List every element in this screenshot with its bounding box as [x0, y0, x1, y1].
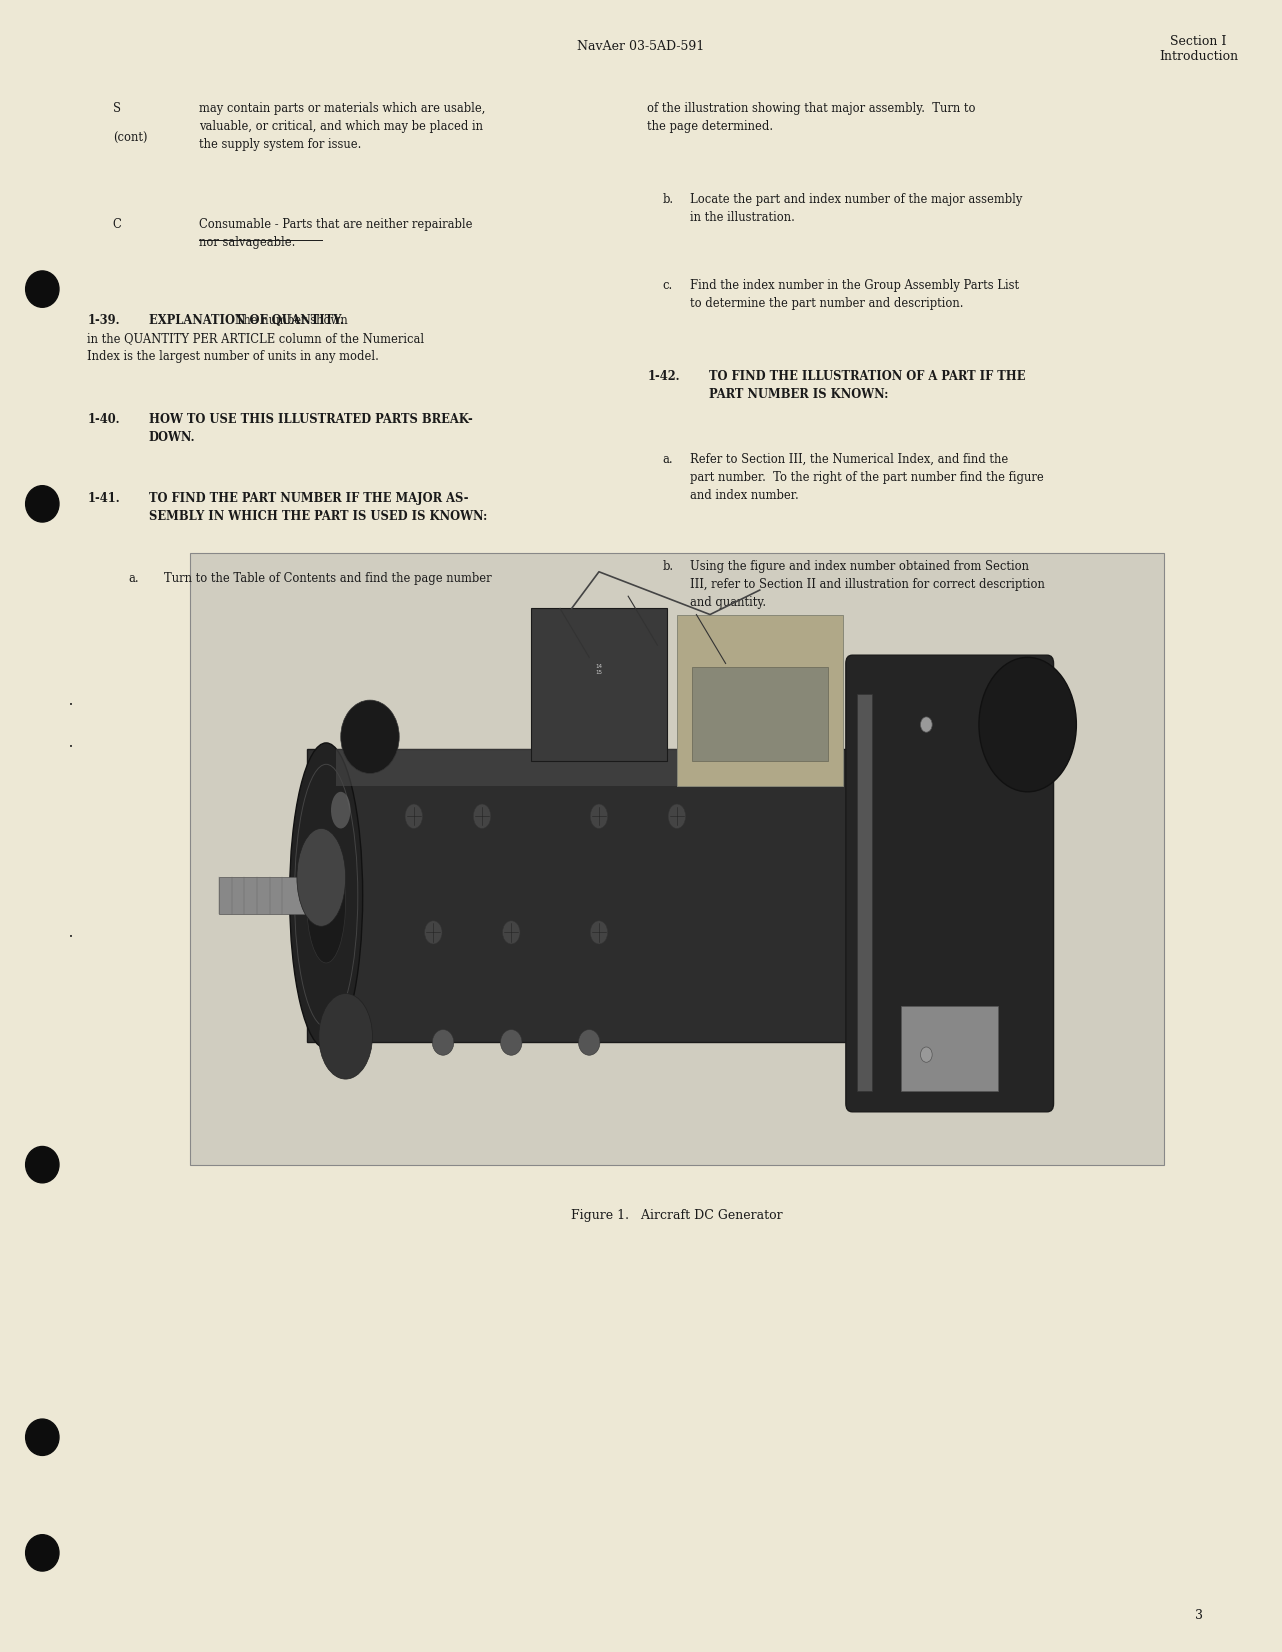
FancyBboxPatch shape [336, 748, 823, 786]
Text: •: • [68, 743, 73, 750]
Text: Turn to the Table of Contents and find the page number: Turn to the Table of Contents and find t… [164, 572, 492, 585]
Ellipse shape [297, 829, 346, 927]
FancyBboxPatch shape [306, 748, 931, 1042]
Ellipse shape [500, 1029, 522, 1056]
Ellipse shape [341, 700, 399, 773]
Ellipse shape [590, 805, 608, 828]
Ellipse shape [424, 920, 442, 943]
FancyBboxPatch shape [190, 553, 1164, 1165]
Ellipse shape [432, 1029, 454, 1056]
Text: EXPLANATION OF QUANTITY.: EXPLANATION OF QUANTITY. [149, 314, 344, 327]
Text: 1-41.: 1-41. [87, 492, 119, 506]
Text: 14
15: 14 15 [595, 664, 603, 676]
Text: 1-40.: 1-40. [87, 413, 119, 426]
FancyBboxPatch shape [691, 667, 828, 762]
FancyBboxPatch shape [846, 656, 1054, 1112]
Text: NavAer 03-5AD-591: NavAer 03-5AD-591 [577, 40, 705, 53]
Text: TO FIND THE PART NUMBER IF THE MAJOR AS-
SEMBLY IN WHICH THE PART IS USED IS KNO: TO FIND THE PART NUMBER IF THE MAJOR AS-… [149, 492, 487, 524]
FancyBboxPatch shape [858, 694, 872, 1092]
FancyBboxPatch shape [531, 608, 667, 762]
Text: Find the index number in the Group Assembly Parts List
to determine the part num: Find the index number in the Group Assem… [690, 279, 1019, 311]
Text: •: • [68, 702, 73, 709]
Ellipse shape [26, 486, 59, 522]
Ellipse shape [26, 1419, 59, 1455]
Text: may contain parts or materials which are usable,
valuable, or critical, and whic: may contain parts or materials which are… [199, 102, 485, 152]
Text: 3: 3 [1195, 1609, 1203, 1622]
Text: 1-39.: 1-39. [87, 314, 119, 327]
Ellipse shape [578, 1029, 600, 1056]
Ellipse shape [920, 717, 932, 732]
Text: Using the figure and index number obtained from Section
III, refer to Section II: Using the figure and index number obtain… [690, 560, 1045, 610]
Text: HOW TO USE THIS ILLUSTRATED PARTS BREAK-
DOWN.: HOW TO USE THIS ILLUSTRATED PARTS BREAK-… [149, 413, 473, 444]
Ellipse shape [306, 841, 346, 963]
Text: TO FIND THE ILLUSTRATION OF A PART IF THE
PART NUMBER IS KNOWN:: TO FIND THE ILLUSTRATION OF A PART IF TH… [709, 370, 1026, 401]
Text: a.: a. [663, 453, 673, 466]
Text: Figure 1.   Aircraft DC Generator: Figure 1. Aircraft DC Generator [570, 1209, 783, 1222]
Ellipse shape [319, 993, 373, 1079]
Text: of the illustration showing that major assembly.  Turn to
the page determined.: of the illustration showing that major a… [647, 102, 976, 134]
Text: b.: b. [663, 193, 674, 206]
Ellipse shape [331, 791, 350, 828]
Text: (cont): (cont) [113, 132, 147, 145]
Text: a.: a. [128, 572, 138, 585]
Text: 1-42.: 1-42. [647, 370, 679, 383]
Text: Locate the part and index number of the major assembly
in the illustration.: Locate the part and index number of the … [690, 193, 1022, 225]
Ellipse shape [405, 805, 423, 828]
Ellipse shape [979, 657, 1077, 791]
Ellipse shape [590, 920, 608, 943]
Text: Introduction: Introduction [1159, 50, 1238, 63]
Ellipse shape [503, 920, 520, 943]
FancyBboxPatch shape [219, 877, 306, 914]
Ellipse shape [290, 743, 363, 1049]
Text: Section I: Section I [1170, 35, 1227, 48]
Text: C: C [113, 218, 122, 231]
Text: Refer to Section III, the Numerical Index, and find the
part number.  To the rig: Refer to Section III, the Numerical Inde… [690, 453, 1044, 502]
FancyBboxPatch shape [901, 1006, 999, 1092]
Ellipse shape [473, 805, 491, 828]
Ellipse shape [26, 1146, 59, 1183]
Ellipse shape [26, 271, 59, 307]
Text: •: • [68, 933, 73, 940]
FancyBboxPatch shape [677, 615, 842, 786]
Text: The number shown
in the QUANTITY PER ARTICLE column of the Numerical
Index is th: The number shown in the QUANTITY PER ART… [87, 314, 424, 363]
Text: c.: c. [663, 279, 673, 292]
Ellipse shape [668, 805, 686, 828]
Text: Consumable - Parts that are neither repairable
nor salvageable.: Consumable - Parts that are neither repa… [199, 218, 472, 249]
Ellipse shape [26, 1535, 59, 1571]
Text: b.: b. [663, 560, 674, 573]
Text: S: S [113, 102, 121, 116]
Ellipse shape [920, 1047, 932, 1062]
